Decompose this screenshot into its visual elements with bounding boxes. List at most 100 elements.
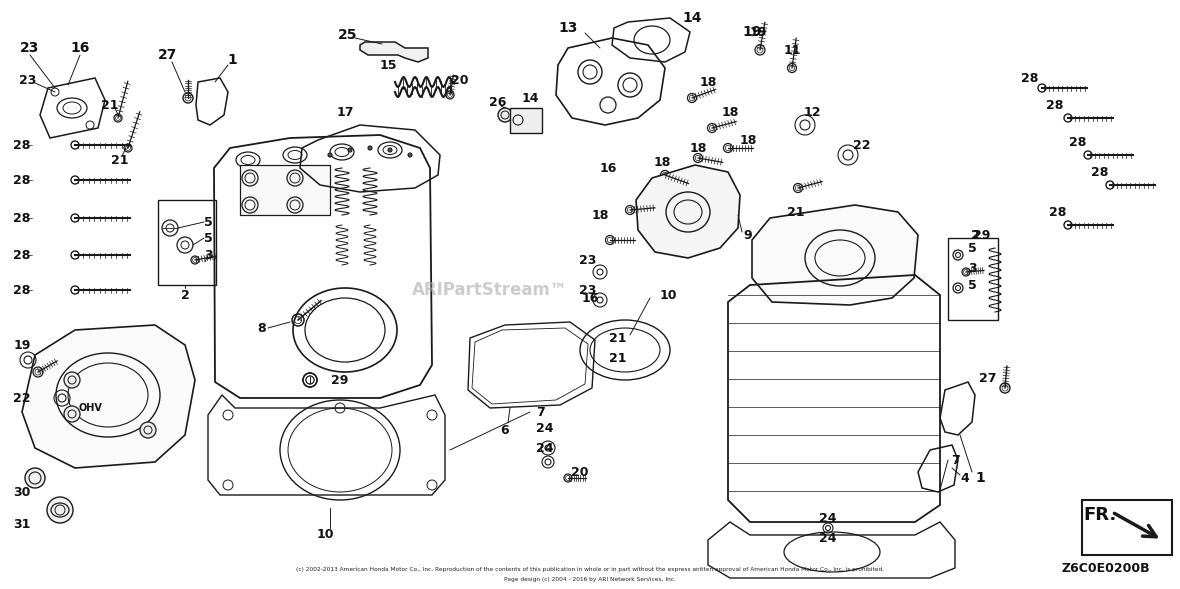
Text: 10: 10: [316, 528, 334, 541]
Text: 22: 22: [13, 392, 31, 405]
Text: 19: 19: [13, 339, 31, 352]
Text: 14: 14: [682, 11, 702, 25]
Text: 17: 17: [336, 105, 354, 118]
Circle shape: [348, 148, 352, 152]
Text: 1: 1: [227, 53, 237, 67]
Text: 18: 18: [654, 155, 670, 168]
Circle shape: [953, 283, 963, 293]
Text: 28: 28: [1022, 71, 1038, 84]
Text: 21: 21: [787, 206, 805, 219]
Text: 5: 5: [204, 216, 212, 229]
Text: 29: 29: [974, 229, 991, 241]
Text: 18: 18: [700, 75, 716, 88]
Text: 5: 5: [968, 241, 976, 254]
Text: 23: 23: [579, 253, 597, 266]
Text: 5: 5: [204, 231, 212, 244]
Circle shape: [25, 468, 45, 488]
Text: 12: 12: [804, 105, 821, 118]
Circle shape: [140, 422, 156, 438]
Text: 16: 16: [71, 41, 90, 55]
Text: 11: 11: [784, 44, 801, 57]
Text: 30: 30: [13, 485, 31, 498]
Text: ARIPartStream™: ARIPartStream™: [412, 281, 568, 299]
Text: 25: 25: [339, 28, 358, 42]
Circle shape: [388, 148, 392, 152]
Polygon shape: [636, 165, 740, 258]
Text: 16: 16: [599, 161, 617, 174]
Polygon shape: [22, 325, 195, 468]
Text: 21: 21: [609, 352, 627, 365]
Text: 13: 13: [558, 21, 578, 35]
Text: 28: 28: [1069, 135, 1087, 148]
Text: 19: 19: [742, 25, 761, 39]
Text: (c) 2002-2013 American Honda Motor Co., Inc. Reproduction of the contents of thi: (c) 2002-2013 American Honda Motor Co., …: [296, 567, 884, 573]
Text: 27: 27: [979, 372, 997, 385]
Circle shape: [953, 250, 963, 260]
Text: 24: 24: [536, 422, 553, 435]
Text: FR.: FR.: [1083, 506, 1116, 524]
Circle shape: [368, 146, 372, 150]
Text: 19: 19: [749, 25, 767, 38]
Text: 21: 21: [101, 98, 119, 111]
Text: 24: 24: [819, 511, 837, 524]
Text: 28: 28: [13, 174, 31, 187]
Bar: [158, 200, 216, 285]
Text: 21: 21: [609, 332, 627, 345]
Text: 31: 31: [13, 518, 31, 531]
Text: 28: 28: [13, 283, 31, 296]
Text: 6: 6: [500, 423, 510, 436]
Text: 7: 7: [536, 405, 544, 419]
Text: 23: 23: [19, 74, 37, 87]
Text: 23: 23: [20, 41, 40, 55]
Circle shape: [408, 153, 412, 157]
Text: 7: 7: [951, 454, 959, 466]
Circle shape: [328, 153, 332, 157]
Text: 20: 20: [451, 74, 468, 87]
Text: 5: 5: [968, 279, 976, 292]
Text: 10: 10: [660, 289, 677, 302]
Circle shape: [64, 372, 80, 388]
Text: 9: 9: [743, 229, 753, 241]
Text: 2: 2: [181, 289, 189, 302]
Circle shape: [498, 108, 512, 122]
Text: 23: 23: [579, 283, 597, 296]
Text: 3: 3: [968, 262, 976, 274]
Text: 24: 24: [819, 531, 837, 544]
Polygon shape: [360, 42, 428, 62]
Bar: [240, 165, 330, 215]
Text: 18: 18: [740, 134, 756, 147]
Text: 3: 3: [204, 249, 212, 262]
Text: 28: 28: [1047, 98, 1063, 111]
Text: 20: 20: [571, 465, 589, 478]
Text: 4: 4: [961, 472, 970, 485]
Text: 29: 29: [332, 373, 348, 386]
Bar: [510, 108, 542, 133]
Text: OHV: OHV: [78, 403, 101, 413]
Circle shape: [47, 497, 73, 523]
Text: Page design (c) 2004 - 2016 by ARI Network Services, Inc.: Page design (c) 2004 - 2016 by ARI Netwo…: [504, 577, 676, 583]
Text: 27: 27: [158, 48, 178, 62]
Text: 26: 26: [490, 95, 506, 108]
Text: Z6C0E0200B: Z6C0E0200B: [1062, 561, 1150, 574]
Text: 28: 28: [13, 249, 31, 262]
Bar: [948, 238, 998, 320]
Polygon shape: [752, 205, 918, 305]
Circle shape: [64, 406, 80, 422]
Text: 18: 18: [721, 105, 739, 118]
Text: 18: 18: [689, 141, 707, 154]
Text: 28: 28: [13, 138, 31, 151]
Text: 22: 22: [853, 138, 871, 151]
Text: 28: 28: [13, 211, 31, 224]
Text: 15: 15: [379, 58, 396, 71]
Text: 8: 8: [257, 322, 267, 335]
Text: 18: 18: [591, 209, 609, 221]
Text: 21: 21: [111, 154, 129, 167]
Text: 1: 1: [975, 471, 985, 485]
Bar: [1082, 500, 1172, 555]
Text: 14: 14: [522, 91, 539, 104]
Text: 2: 2: [971, 229, 979, 241]
Text: 24: 24: [536, 442, 553, 455]
Text: 28: 28: [1049, 206, 1067, 219]
Text: 28: 28: [1092, 166, 1109, 178]
Text: 16: 16: [582, 292, 598, 305]
